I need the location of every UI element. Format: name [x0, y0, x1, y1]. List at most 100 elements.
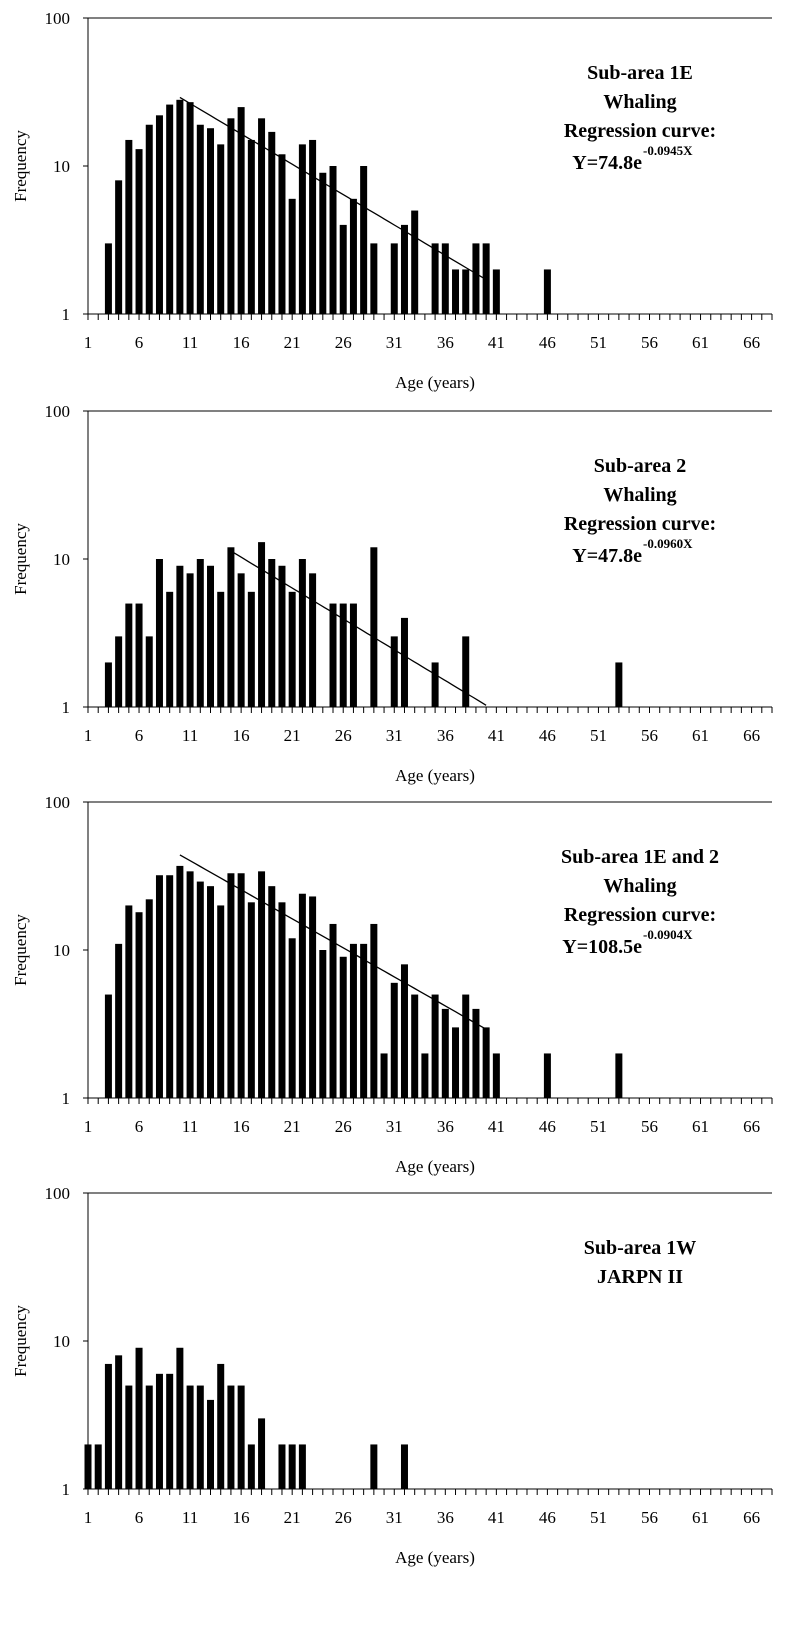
bar [462, 636, 470, 707]
equation-base: Y=47.8e [572, 545, 642, 567]
x-tick-label: 66 [743, 1508, 760, 1527]
x-tick-label: 51 [590, 1508, 607, 1527]
bar [227, 1385, 235, 1489]
equation-exponent: -0.0945X [643, 143, 693, 158]
x-tick-label: 26 [335, 1508, 352, 1527]
bar [329, 923, 337, 1098]
bar [115, 943, 123, 1098]
bar [278, 902, 286, 1098]
x-tick-label: 51 [590, 726, 607, 745]
annotation-line: Whaling [603, 875, 676, 897]
bar [309, 896, 317, 1098]
x-axis-title: Age (years) [395, 373, 475, 392]
bar [125, 603, 133, 707]
x-tick-label: 6 [135, 1508, 144, 1527]
x-tick-label: 56 [641, 1117, 658, 1136]
bar [492, 269, 500, 314]
bar [380, 1053, 388, 1098]
bar [176, 1347, 184, 1489]
bar [227, 118, 235, 314]
bar [543, 1053, 551, 1098]
bar [166, 591, 174, 707]
bar [135, 1347, 143, 1489]
x-tick-label: 21 [284, 1117, 301, 1136]
y-tick-label: 100 [45, 9, 71, 28]
bar [196, 881, 204, 1098]
bar [104, 243, 112, 314]
bar [615, 662, 623, 707]
bar [145, 636, 153, 707]
x-tick-label: 51 [590, 1117, 607, 1136]
bar [207, 1399, 215, 1489]
x-tick-label: 6 [135, 333, 144, 352]
x-tick-label: 41 [488, 1508, 505, 1527]
bar [329, 166, 337, 314]
bar [390, 982, 398, 1098]
annotation-line: Sub-area 2 [594, 455, 686, 477]
chart-panel-subarea-2: 1 10 100 1 6 11 16 21 26 31 36 41 46 51 56 61 66 Age (yea… [0, 393, 804, 801]
regression-curve [179, 96, 487, 281]
x-tick-label: 46 [539, 1117, 556, 1136]
x-tick-label: 41 [488, 333, 505, 352]
x-tick-label: 51 [590, 333, 607, 352]
bar [104, 1363, 112, 1489]
x-tick-label: 26 [335, 1117, 352, 1136]
bar [247, 591, 255, 707]
bar [411, 994, 419, 1098]
x-tick-label: 11 [182, 333, 198, 352]
bar [288, 938, 296, 1098]
y-tick-label: 1 [62, 1480, 71, 1499]
x-tick-label: 16 [233, 333, 250, 352]
y-tick-label: 10 [53, 941, 70, 960]
bar [258, 1418, 266, 1489]
bar [115, 636, 123, 707]
bar [135, 912, 143, 1098]
bar [492, 1053, 500, 1098]
annotation-line: Sub-area 1E and 2 [561, 846, 719, 868]
bar [115, 180, 123, 314]
bar [155, 559, 163, 707]
chart-panel-subarea-1e-and-2: 1 10 100 1 6 11 16 21 26 31 36 41 46 51 56 61 66 Age (yea… [0, 784, 804, 1192]
bar [145, 124, 153, 314]
bar [186, 1385, 194, 1489]
bar [196, 1385, 204, 1489]
bar [298, 1444, 306, 1489]
bar [207, 128, 215, 314]
equation-base: Y=108.5e [562, 936, 642, 958]
y-tick-label: 1 [62, 305, 71, 324]
bar [472, 1008, 480, 1098]
y-axis-title: Frequency [11, 1305, 30, 1377]
bar [217, 1363, 225, 1489]
bar [400, 1444, 408, 1489]
x-tick-label: 36 [437, 1508, 454, 1527]
bar [400, 224, 408, 314]
bar [543, 269, 551, 314]
bar [258, 542, 266, 707]
chart-panel-subarea-1e: 1 10 100 1 6 11 16 21 26 31 36 41 46 51 56 61 66 Age (yea… [0, 0, 804, 408]
bar [431, 243, 439, 314]
bar [329, 603, 337, 707]
bar [309, 139, 317, 314]
bar [278, 1444, 286, 1489]
bar [217, 905, 225, 1098]
bar [298, 893, 306, 1098]
bar [441, 1008, 449, 1098]
regression-curve [230, 550, 487, 706]
x-tick-label: 31 [386, 726, 403, 745]
annotation-line: Regression curve: [564, 513, 716, 535]
x-tick-label: 1 [84, 333, 93, 352]
chart-panel-subarea-1w: 1 10 100 1 6 11 16 21 26 31 36 41 46 51 56 61 66 Age (yea… [0, 1175, 804, 1583]
x-tick-label: 26 [335, 333, 352, 352]
bar [268, 886, 276, 1098]
y-tick-label: 10 [53, 1332, 70, 1351]
bar [176, 565, 184, 707]
y-tick-label: 100 [45, 402, 71, 421]
x-tick-label: 56 [641, 333, 658, 352]
x-tick-label: 31 [386, 333, 403, 352]
bar [145, 899, 153, 1098]
x-tick-label: 61 [692, 333, 709, 352]
bar [166, 875, 174, 1098]
